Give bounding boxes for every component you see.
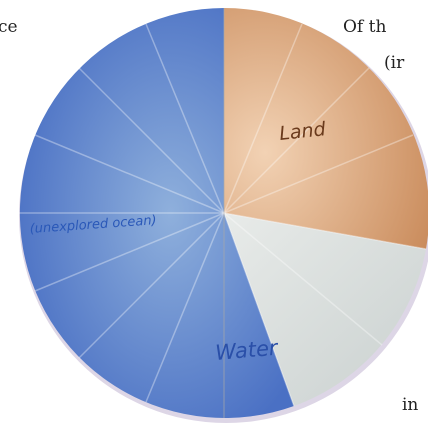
text-fragment: in: [402, 395, 418, 415]
text-fragment: (ir: [384, 53, 405, 73]
land-wedge: [224, 8, 428, 249]
text-fragment: ce: [0, 17, 18, 37]
text-fragment: Of th: [343, 17, 386, 37]
photo: ce Of th (ir in Land (unexplored ocean) …: [0, 0, 428, 437]
page: {"texts": {"left_fragment": "ce", "top_r…: [0, 0, 428, 437]
